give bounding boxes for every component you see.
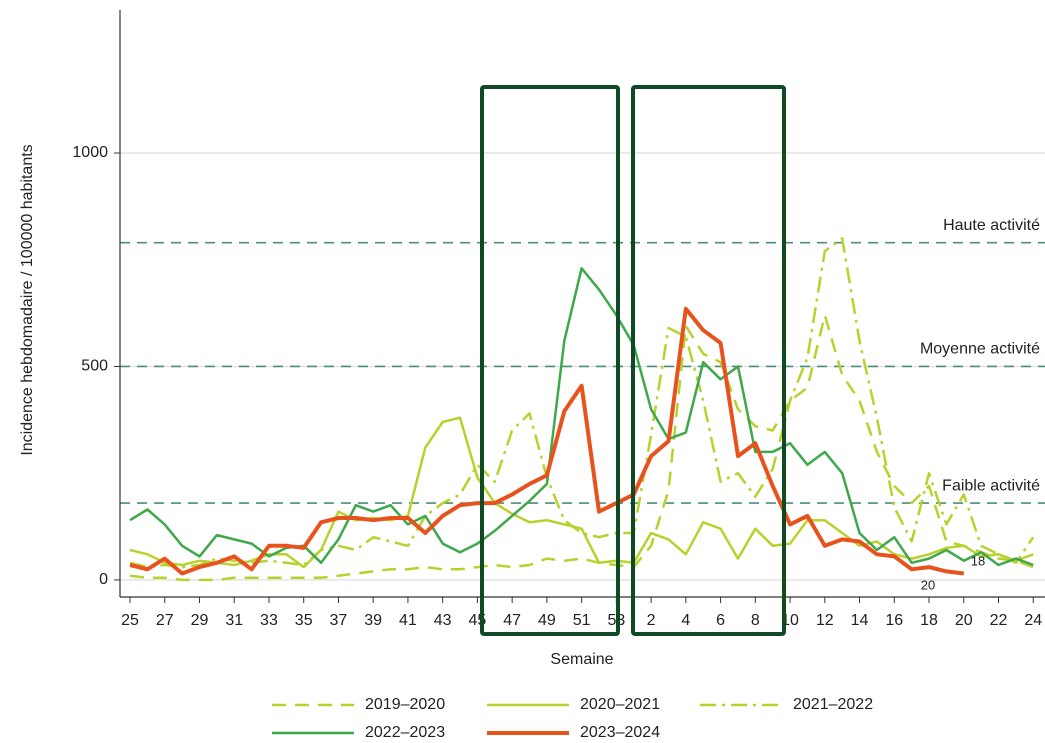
x-tick-label: 24: [1024, 612, 1042, 629]
series-line: [129, 267, 1034, 567]
x-tick-label: 14: [851, 612, 869, 629]
x-tick-label: 39: [364, 612, 382, 629]
annotation: 18: [971, 553, 985, 568]
legend-label: 2021–2022: [793, 696, 873, 713]
y-tick-label: 500: [81, 358, 108, 375]
y-tick-label: 1000: [72, 144, 108, 161]
y-tick-label: 0: [99, 571, 108, 588]
series-line: [129, 416, 1034, 569]
x-tick-label: 8: [751, 612, 760, 629]
x-tick-label: 20: [955, 612, 973, 629]
highlight-box: [480, 85, 620, 636]
x-tick-label: 29: [191, 612, 209, 629]
series-line: [129, 313, 1034, 582]
series-line: [129, 237, 1035, 569]
legend-label: 2023–2024: [580, 724, 660, 741]
x-tick-label: 41: [399, 612, 417, 629]
x-tick-label: 43: [434, 612, 452, 629]
x-tick-label: 47: [503, 612, 521, 629]
x-axis-label: Semaine: [550, 651, 613, 668]
legend-label: 2019–2020: [365, 696, 445, 713]
legend-label: 2022–2023: [365, 724, 445, 741]
y-axis-label: Incidence hebdomadaire / 100000 habitant…: [19, 144, 36, 455]
threshold-label: Moyenne activité: [920, 341, 1040, 358]
x-tick-label: 6: [716, 612, 725, 629]
x-tick-label: 35: [295, 612, 313, 629]
legend-label: 2020–2021: [580, 696, 660, 713]
x-tick-label: 33: [260, 612, 278, 629]
x-tick-label: 4: [681, 612, 690, 629]
x-tick-label: 25: [121, 612, 139, 629]
x-tick-label: 2: [647, 612, 656, 629]
x-tick-label: 37: [330, 612, 348, 629]
x-tick-label: 31: [225, 612, 243, 629]
x-tick-label: 51: [573, 612, 591, 629]
x-tick-label: 12: [816, 612, 834, 629]
x-tick-label: 16: [885, 612, 903, 629]
annotation: 20: [921, 577, 935, 592]
threshold-label: Faible activité: [942, 477, 1040, 494]
x-tick-label: 22: [990, 612, 1008, 629]
x-tick-label: 18: [920, 612, 938, 629]
threshold-label: Haute activité: [943, 217, 1040, 234]
highlight-box: [631, 85, 786, 636]
x-tick-label: 49: [538, 612, 556, 629]
series-line: [129, 306, 965, 576]
x-tick-label: 27: [156, 612, 174, 629]
